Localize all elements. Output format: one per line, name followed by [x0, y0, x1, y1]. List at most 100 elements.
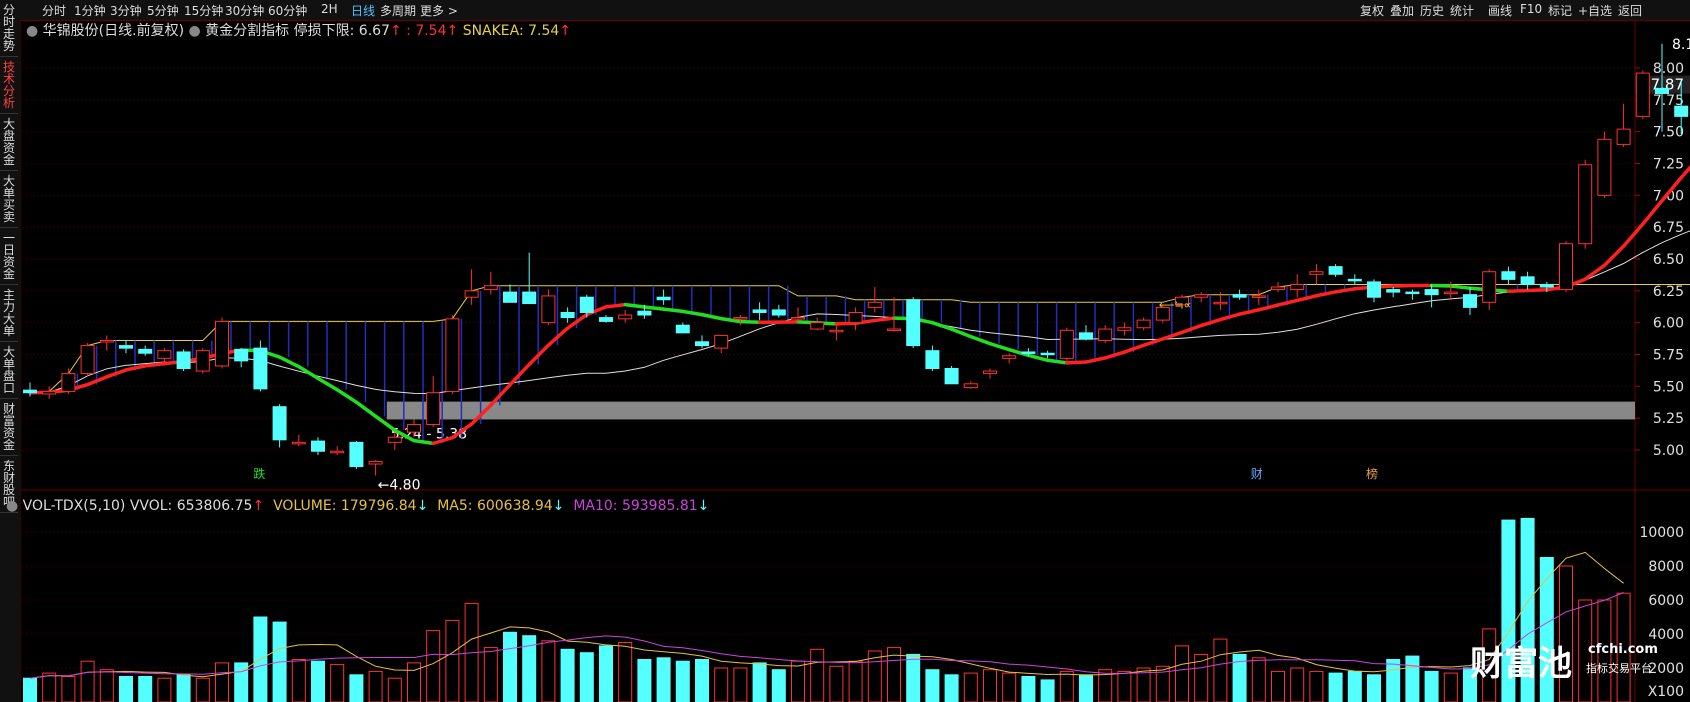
- snake-line-segment: [604, 302, 627, 309]
- snake-line-segment: [661, 307, 685, 314]
- volume-bar: [1559, 565, 1573, 702]
- candle-body: [791, 317, 805, 320]
- candle: [138, 345, 153, 356]
- snake-line-segment: [1257, 303, 1280, 312]
- down-arrow-icon: ↓: [552, 498, 565, 514]
- snake-line-segment: [1161, 330, 1184, 341]
- period-tab[interactable]: 分时: [42, 4, 67, 18]
- candle: [1463, 287, 1477, 316]
- volume-bar: [1251, 657, 1266, 702]
- volume-bar: [1059, 670, 1074, 702]
- candle: [983, 368, 997, 379]
- sidebar-tab[interactable]: 大单盘口: [0, 342, 18, 399]
- snake-line-segment: [1429, 283, 1453, 288]
- snake-line-segment: [546, 326, 570, 347]
- toolbar-button[interactable]: 叠加: [1390, 4, 1415, 18]
- candle-body: [656, 296, 671, 301]
- volume-bar: [1347, 670, 1362, 702]
- volume-bar: [483, 647, 498, 702]
- period-tab[interactable]: 更多 >: [420, 4, 458, 18]
- up-arrow-icon: ↑: [559, 23, 572, 39]
- volume-bar: [1482, 628, 1497, 702]
- snake-line-segment: [681, 309, 704, 317]
- period-tab[interactable]: 60分钟: [268, 4, 308, 18]
- toolbar-button[interactable]: 统计: [1450, 4, 1475, 18]
- candle-body: [291, 441, 306, 445]
- price-tick-label: 5.25: [1653, 411, 1684, 427]
- snake-line-segment: [412, 438, 435, 446]
- candle: [311, 437, 325, 456]
- snake-line-segment: [1679, 165, 1690, 180]
- sidebar-tab[interactable]: 大单买卖: [0, 171, 18, 228]
- volume-ma10-line: [29, 592, 1624, 679]
- candle-body: [1443, 291, 1458, 295]
- legend-collapse-icon[interactable]: ●: [6, 498, 19, 514]
- volume-bar: [1213, 638, 1228, 702]
- candle-body: [618, 314, 633, 320]
- price-tick-label: 7.75: [1653, 93, 1684, 109]
- candle-body: [483, 285, 498, 291]
- period-tab[interactable]: 5分钟: [147, 4, 179, 18]
- sidebar-tab[interactable]: 东财股吧: [0, 456, 18, 513]
- gear-icon[interactable]: ●: [188, 23, 201, 39]
- candle-body: [1386, 289, 1401, 293]
- snake-line-segment: [988, 341, 1011, 352]
- candle-body: [272, 406, 287, 441]
- candle-body: [464, 290, 479, 298]
- candle-body: [1251, 295, 1266, 298]
- sidebar-tab[interactable]: 主力大单: [0, 285, 18, 342]
- period-tab[interactable]: 30分钟: [225, 4, 265, 18]
- snake-line-segment: [949, 327, 973, 339]
- period-tab[interactable]: 15分钟: [184, 4, 224, 18]
- toolbar-button[interactable]: F10: [1520, 2, 1543, 16]
- volume-bar: [829, 665, 844, 702]
- watermark-site: cfchi.com: [1588, 642, 1658, 657]
- snake-label: SNAKEA: 7.54: [462, 23, 560, 39]
- volume-tick-label: 10000: [1639, 525, 1684, 541]
- main-legend: ● 华锦股份(日线.前复权) ● 黄金分割指标 停损下限: 6.67↑ : 7.…: [26, 20, 571, 40]
- volume-bar: [23, 677, 37, 702]
- toolbar-button[interactable]: 标记: [1548, 4, 1573, 18]
- period-tab[interactable]: 1分钟: [74, 4, 106, 18]
- period-tab[interactable]: 日线: [351, 4, 376, 18]
- price-tick-label: 6.50: [1653, 252, 1684, 268]
- sidebar-tab[interactable]: 大盘资金: [0, 114, 18, 171]
- volume-tick-label: 8000: [1648, 559, 1684, 575]
- period-tab[interactable]: 2H: [321, 2, 338, 16]
- volume-bar: [522, 635, 537, 702]
- period-tab[interactable]: 3分钟: [110, 4, 142, 18]
- toolbar-button[interactable]: 画线: [1488, 4, 1513, 18]
- sidebar-tab[interactable]: 财富资金: [0, 399, 18, 456]
- candle: [1674, 80, 1689, 135]
- candle: [656, 289, 671, 305]
- volume-bar: [157, 677, 172, 702]
- period-tab[interactable]: 多周期: [380, 4, 417, 18]
- volume-unit-label: X100: [1648, 684, 1684, 700]
- legend-collapse-icon[interactable]: ●: [26, 23, 39, 39]
- snake-line-segment: [297, 364, 320, 381]
- volume-bar: [714, 667, 729, 702]
- volume-bar: [80, 660, 95, 702]
- candle-body: [61, 373, 76, 392]
- candle: [1616, 103, 1631, 147]
- toolbar-button[interactable]: 复权: [1360, 4, 1385, 18]
- volume-bar: [1194, 653, 1209, 702]
- volume-bar: [771, 669, 786, 702]
- snake-line-segment: [124, 364, 147, 372]
- toolbar-button[interactable]: 返回: [1618, 4, 1643, 18]
- sidebar-tab[interactable]: 技术分析: [0, 57, 18, 114]
- volume-tick-label: 2000: [1648, 661, 1684, 677]
- price-tick-label: 5.50: [1653, 379, 1684, 395]
- volume-bar: [1463, 667, 1477, 702]
- candle: [637, 304, 652, 319]
- candle: [1232, 289, 1247, 300]
- candle: [1117, 322, 1132, 336]
- toolbar-button[interactable]: 历史: [1420, 4, 1445, 18]
- snake-line-segment: [642, 305, 666, 311]
- sidebar-tab[interactable]: 分时走势: [0, 0, 18, 57]
- volume-bar: [503, 631, 517, 702]
- sidebar-tab[interactable]: 一日资金: [0, 228, 18, 285]
- candle: [445, 315, 460, 394]
- volume-bar: [1405, 655, 1420, 702]
- toolbar-button[interactable]: +自选: [1578, 4, 1613, 18]
